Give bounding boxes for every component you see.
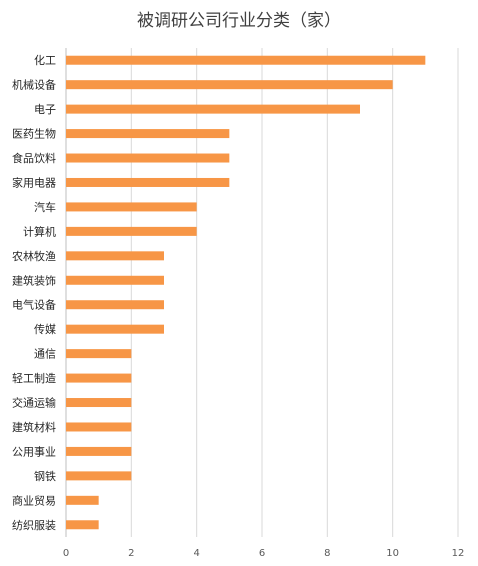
x-tick-labels: 0 2 4 6 8 10 12 (63, 548, 465, 559)
bar (66, 324, 164, 334)
category-label: 农林牧渔 (12, 249, 56, 263)
category-label: 电气设备 (12, 298, 56, 312)
bar (66, 471, 132, 481)
category-label: 纺织服装 (12, 518, 56, 532)
bar (66, 275, 164, 285)
category-label: 交通运输 (12, 396, 56, 410)
category-label: 建筑材料 (12, 420, 56, 434)
bar (66, 373, 132, 383)
category-label: 计算机 (23, 224, 56, 238)
category-label: 钢铁 (34, 470, 56, 483)
bar (66, 129, 230, 139)
bars (66, 55, 426, 530)
bar (66, 226, 197, 236)
bar (66, 177, 230, 187)
x-tick-label: 2 (128, 548, 134, 559)
category-label: 建筑装饰 (12, 273, 56, 287)
category-label: 轻工制造 (12, 371, 56, 385)
bar (66, 251, 164, 261)
x-tick-label: 4 (193, 548, 199, 559)
bar (66, 422, 132, 432)
category-label: 医药生物 (12, 127, 56, 141)
category-label: 通信 (34, 348, 56, 361)
bar (66, 349, 132, 359)
category-labels: 化工机械设备电子医药生物食品饮料家用电器汽车计算机农林牧渔建筑装饰电气设备传媒通… (12, 53, 56, 532)
x-tick-label: 0 (63, 548, 69, 559)
x-tick-label: 12 (452, 548, 465, 559)
bar (66, 80, 393, 90)
x-tick-label: 10 (386, 548, 399, 559)
bar (66, 520, 99, 530)
bar (66, 300, 164, 310)
x-tick-label: 8 (324, 548, 330, 559)
grid-lines (65, 48, 459, 537)
bar (66, 153, 230, 163)
category-label: 公用事业 (12, 445, 56, 458)
category-label: 化工 (34, 53, 56, 67)
x-tick-label: 6 (259, 548, 265, 559)
category-label: 传媒 (34, 323, 56, 336)
category-label: 商业贸易 (12, 493, 56, 507)
bar (66, 446, 132, 456)
category-label: 电子 (34, 103, 56, 116)
category-label: 家用电器 (12, 175, 56, 189)
bar (66, 398, 132, 408)
category-label: 机械设备 (12, 78, 56, 92)
bar (66, 495, 99, 505)
bar (66, 104, 360, 114)
chart-title: 被调研公司行业分类（家） (137, 11, 341, 31)
bar (66, 55, 426, 65)
category-label: 食品饮料 (12, 151, 56, 165)
category-label: 汽车 (34, 200, 56, 214)
bar (66, 202, 197, 212)
